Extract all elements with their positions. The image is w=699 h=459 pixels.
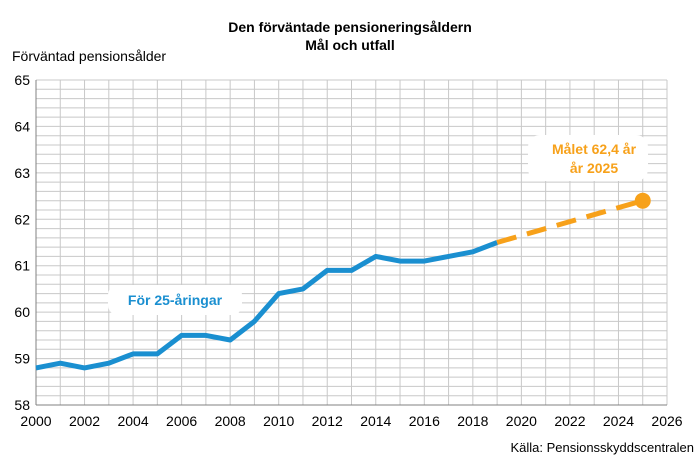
x-tick-label: 2016 xyxy=(409,413,440,429)
x-tick-label: 2012 xyxy=(312,413,343,429)
y-tick-label: 60 xyxy=(14,304,30,320)
axes xyxy=(35,80,667,406)
y-tick-label: 59 xyxy=(14,351,30,367)
x-tick-label: 2010 xyxy=(263,413,294,429)
x-tick-label: 2006 xyxy=(166,413,197,429)
x-tick-label: 2008 xyxy=(215,413,246,429)
target-label-box xyxy=(528,135,648,181)
y-tick-labels: 58 59 60 61 62 63 64 65 xyxy=(14,72,30,413)
x-tick-labels: 2000 2002 2004 2006 2008 2010 2012 2014 2016 2018… xyxy=(20,413,682,429)
x-tick-label: 2002 xyxy=(69,413,100,429)
x-tick-label: 2014 xyxy=(360,413,391,429)
y-tick-label: 64 xyxy=(14,118,30,134)
x-tick-label: 2024 xyxy=(603,413,634,429)
annotations: För 25-åringar Målet 62,4 år år 2025 xyxy=(108,135,648,315)
target-path-line xyxy=(496,198,644,245)
x-tick-label: 2026 xyxy=(651,413,682,429)
series-label-box xyxy=(108,285,242,315)
x-tick-label: 2018 xyxy=(457,413,488,429)
y-axis-label: Förväntad pensionsålder xyxy=(12,48,166,64)
source-note: Källa: Pensionsskyddscentralen xyxy=(510,440,694,455)
target-label-line1: Målet 62,4 år xyxy=(552,141,637,157)
chart-subtitle: Mål och utfall xyxy=(305,37,394,53)
gridlines xyxy=(35,79,668,406)
x-tick-label: 2020 xyxy=(506,413,537,429)
y-tick-label: 65 xyxy=(14,72,30,88)
target-label-line2: år 2025 xyxy=(570,160,618,176)
y-tick-label: 62 xyxy=(14,211,30,227)
x-tick-label: 2022 xyxy=(554,413,585,429)
x-tick-label: 2000 xyxy=(20,413,51,429)
series-label: För 25-åringar xyxy=(128,292,223,308)
y-tick-label: 61 xyxy=(14,258,30,274)
target-point xyxy=(634,192,651,209)
y-tick-label: 63 xyxy=(14,165,30,181)
y-tick-label: 58 xyxy=(14,397,30,413)
actual-series-line xyxy=(35,240,498,371)
x-tick-label: 2004 xyxy=(117,413,148,429)
series-lines xyxy=(35,192,651,371)
chart-title: Den förväntade pensioneringsåldern xyxy=(228,19,472,35)
